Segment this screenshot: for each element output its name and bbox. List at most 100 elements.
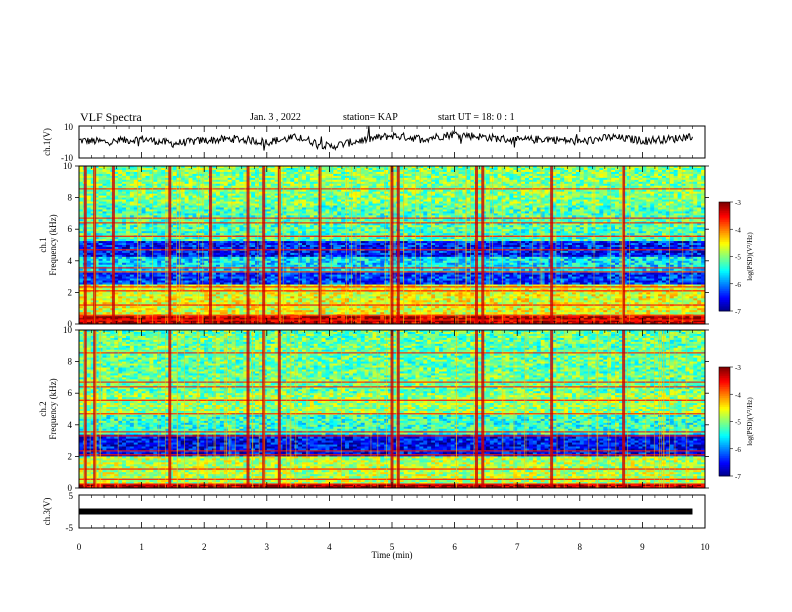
spectrogram-cell: [403, 181, 409, 185]
spectrogram-cell: [568, 169, 573, 173]
spectrogram-cell: [611, 179, 616, 183]
spectrogram-cell: [521, 181, 526, 185]
spectrogram-cell: [575, 183, 581, 187]
spectrogram-cell: [157, 169, 162, 173]
spectrogram-cell: [560, 177, 565, 181]
spectrogram-cell: [231, 183, 236, 187]
spectrogram-cell: [204, 173, 209, 177]
spectrogram-cell: [552, 179, 557, 183]
spectrogram-cell: [172, 177, 178, 181]
spectrogram-cell: [251, 179, 256, 183]
spectrogram-cell: [411, 183, 416, 187]
spectrogram-cell: [204, 177, 209, 181]
spectrogram-cell: [564, 166, 569, 169]
spectrogram-cell: [618, 181, 624, 185]
spectrogram-cell: [442, 183, 448, 187]
spectrogram-cell: [215, 166, 221, 169]
spectrogram-cell: [102, 171, 107, 175]
spectrogram-cell: [532, 171, 538, 175]
spectrogram-cell: [282, 171, 287, 175]
spectrogram-cell: [376, 179, 381, 183]
spectrogram-cell: [642, 175, 647, 179]
spectrogram-cell: [431, 179, 436, 183]
spectrogram-cell: [251, 167, 256, 171]
spectrogram-cell: [94, 177, 99, 181]
spectrogram-cell: [532, 177, 538, 181]
spectrogram-cell: [501, 175, 506, 179]
spectrogram-cell: [493, 181, 499, 185]
spectrogram-cell: [634, 173, 639, 177]
spectrogram-cell: [638, 173, 643, 177]
spectrogram-cell: [701, 183, 706, 187]
spectrogram-cell: [184, 171, 189, 175]
spectrogram-cell: [98, 179, 103, 183]
spectrogram-cell: [454, 167, 459, 171]
spectrogram-cell: [352, 167, 358, 171]
spectrogram-cell: [282, 179, 287, 183]
spectrogram-cell: [575, 167, 581, 171]
spectrogram-cell: [485, 166, 491, 169]
spectrogram-cell: [309, 171, 315, 175]
spectrogram-cell: [607, 181, 612, 185]
spectrogram-cell: [654, 183, 659, 187]
spectrogram-cell: [579, 171, 585, 175]
spectrogram-cell: [611, 169, 616, 173]
spectrogram-cell: [407, 175, 412, 179]
spectrogram-cell: [532, 169, 538, 173]
spectrogram-cell: [90, 175, 96, 179]
spectrogram-cell: [435, 179, 440, 183]
spectrogram-cell: [212, 169, 217, 173]
spectrogram-cell: [94, 181, 99, 185]
spectrogram-cell: [497, 169, 502, 173]
spectrogram-cell: [403, 175, 409, 179]
spectrogram-cell: [161, 181, 166, 185]
spectrogram-cell: [607, 179, 612, 183]
spectrogram-cell: [517, 171, 522, 175]
spectrogram-cell: [599, 183, 604, 187]
spectrogram-cell: [274, 181, 279, 185]
spectrogram-cell: [669, 183, 675, 187]
spectrogram-cell: [411, 167, 416, 171]
spectrogram-cell: [212, 177, 217, 181]
spectrogram-cell: [235, 173, 240, 177]
spectrogram-cell: [333, 181, 338, 185]
spectrogram-cell: [298, 166, 303, 169]
spectrogram-cell: [446, 183, 452, 187]
spectrogram-cell: [118, 181, 123, 185]
spectrogram-cell: [689, 183, 694, 187]
spectrogram-cell: [368, 181, 373, 185]
spectrogram-cell: [223, 166, 229, 169]
spectrogram-cell: [266, 167, 272, 171]
spectrogram-cell: [646, 167, 651, 171]
spectrogram-cell: [294, 175, 299, 179]
spectrogram-cell: [650, 171, 655, 175]
spectrogram-cell: [489, 183, 495, 187]
spectrogram-cell: [286, 169, 291, 173]
spectrogram-cell: [325, 173, 330, 177]
spectrogram-cell: [532, 175, 538, 179]
spectrogram-cell: [345, 169, 350, 173]
spectrogram-cell: [685, 173, 690, 177]
spectrogram-cell: [305, 166, 311, 169]
spectrogram-cell: [356, 181, 362, 185]
spectrogram-cell: [380, 179, 385, 183]
spectrogram-cell: [509, 169, 514, 173]
spectrogram-cell: [634, 175, 639, 179]
spectrogram-cell: [372, 175, 377, 179]
spectrogram-cell: [587, 166, 592, 169]
spectrogram-cell: [552, 175, 557, 179]
spectrogram-cell: [677, 173, 682, 177]
spectrogram-cell: [286, 171, 291, 175]
spectrogram-cell: [568, 179, 573, 183]
spectrogram-cell: [544, 173, 549, 177]
spectrogram-cell: [172, 179, 178, 183]
spectrogram-cell: [673, 177, 679, 181]
spectrogram-cell: [513, 179, 518, 183]
spectrogram-cell: [266, 169, 272, 173]
spectrogram-cell: [407, 181, 412, 185]
spectrogram-cell: [560, 169, 565, 173]
spectrogram-cell: [368, 173, 373, 177]
spectrogram-cell: [595, 167, 600, 171]
spectrogram-cell: [493, 175, 499, 179]
spectrogram-cell: [294, 177, 299, 181]
